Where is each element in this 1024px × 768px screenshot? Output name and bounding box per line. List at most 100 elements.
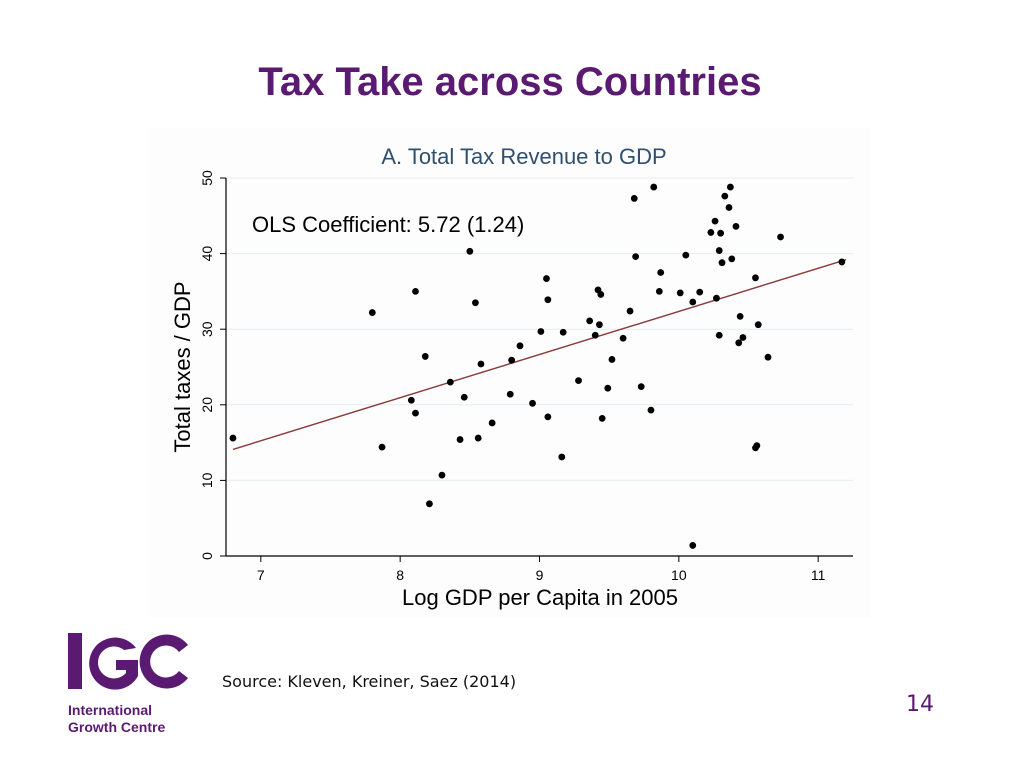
slide-title: Tax Take across Countries — [258, 60, 762, 104]
x-tick-label: 10 — [671, 567, 687, 583]
scatter-chart: 0 10 20 30 40 50 7 8 9 10 11 A. Total Tax Revenue … — [170, 144, 853, 610]
scatter-point — [753, 442, 761, 450]
x-tick-label: 7 — [257, 567, 265, 583]
scatter-point — [368, 309, 376, 316]
scatter-point — [650, 183, 658, 191]
scatter-point — [474, 434, 482, 442]
scatter-point — [559, 328, 567, 336]
logo-letter-c — [139, 634, 188, 689]
y-tick-label: 10 — [199, 472, 215, 488]
scatter-point — [637, 383, 645, 391]
scatter-point — [407, 396, 415, 404]
scatter-point — [543, 275, 550, 282]
ols-fit-line — [232, 258, 847, 451]
scatter-point — [764, 353, 772, 361]
scatter-point — [378, 443, 386, 451]
scatter-point — [412, 288, 419, 295]
y-tick-label: 0 — [199, 552, 215, 560]
chart-ticks: 0 10 20 30 40 50 7 8 9 10 11 — [199, 170, 826, 583]
scatter-point — [715, 247, 723, 254]
scatter-point — [676, 289, 684, 297]
igc-logo — [68, 633, 188, 690]
y-tick-label: 40 — [199, 246, 215, 262]
x-axis-label: Log GDP per Capita in 2005 — [402, 585, 678, 610]
scatter-point — [838, 258, 846, 266]
y-axis-label: Total taxes / GDP — [170, 281, 195, 452]
scatter-point — [508, 356, 516, 364]
scatter-point — [715, 331, 723, 339]
y-tick-label: 30 — [199, 321, 215, 337]
scatter-point — [421, 353, 429, 360]
scatter-point — [682, 251, 690, 259]
logo-letter-i — [68, 633, 82, 689]
ols-annotation: OLS Coefficient: 5.72 (1.24) — [252, 212, 524, 237]
logo-line-2: Growth Centre — [68, 719, 166, 735]
scatter-point — [460, 393, 468, 401]
scatter-point — [598, 415, 606, 422]
logo-wordmark: International Growth Centre — [68, 702, 165, 736]
scatter-point — [689, 542, 697, 549]
scatter-point — [229, 434, 237, 442]
scatter-point — [558, 453, 566, 461]
scatter-point — [619, 334, 627, 342]
scatter-point — [647, 406, 655, 414]
ols-fit-line-group — [232, 258, 847, 451]
scatter-point — [438, 471, 446, 479]
scatter-point — [597, 291, 605, 298]
scatter-point — [466, 247, 474, 255]
scatter-point — [608, 356, 616, 363]
scatter-point — [754, 321, 762, 329]
y-tick-label: 50 — [199, 170, 215, 186]
scatter-point — [477, 360, 485, 368]
scatter-point — [586, 317, 594, 325]
scatter-point — [426, 500, 433, 508]
x-tick-label: 9 — [536, 567, 544, 583]
scatter-point — [718, 259, 726, 267]
scatter-point — [506, 390, 514, 398]
chart-title: A. Total Tax Revenue to GDP — [381, 144, 666, 169]
scatter-point — [752, 274, 759, 282]
scatter-point — [575, 377, 582, 385]
scatter-point — [544, 296, 552, 304]
scatter-point — [472, 299, 479, 307]
scatter-point — [707, 229, 715, 236]
scatter-point — [721, 192, 729, 200]
scatter-point — [657, 269, 665, 276]
source-citation: Source: Kleven, Kreiner, Saez (2014) — [222, 672, 517, 691]
scatter-point — [529, 399, 536, 407]
scatter-point — [630, 195, 638, 202]
page-number: 14 — [906, 692, 934, 717]
scatter-point — [739, 334, 747, 341]
scatter-point — [456, 436, 464, 443]
scatter-point — [596, 321, 603, 329]
x-tick-label: 11 — [811, 567, 826, 583]
scatter-point — [446, 378, 454, 386]
logo-letter-g — [89, 637, 138, 690]
scatter-point — [728, 255, 736, 263]
scatter-point — [632, 253, 640, 261]
x-tick-label: 8 — [396, 567, 404, 583]
logo-line-1: International — [68, 702, 153, 718]
y-tick-label: 20 — [199, 397, 215, 413]
scatter-point — [726, 183, 734, 191]
scatter-point — [736, 312, 744, 320]
scatter-point — [626, 307, 634, 315]
scatter-point — [604, 384, 612, 392]
scatter-point — [717, 229, 725, 237]
scatter-point — [544, 413, 552, 421]
scatter-point — [412, 409, 419, 417]
scatter-point — [689, 298, 697, 306]
scatter-point — [488, 419, 496, 427]
scatter-point — [537, 328, 545, 335]
scatter-point — [713, 294, 720, 302]
scatter-point — [732, 222, 740, 230]
scatter-point — [735, 339, 743, 347]
scatter-points — [229, 183, 846, 549]
scatter-chart-panel: 0 10 20 30 40 50 7 8 9 10 11 A. Total Tax Revenue … — [148, 128, 870, 618]
scatter-point — [516, 342, 524, 350]
scatter-point — [655, 288, 663, 295]
scatter-point — [591, 331, 599, 339]
scatter-point — [725, 204, 733, 211]
scatter-point — [711, 217, 719, 225]
scatter-point — [777, 233, 784, 241]
